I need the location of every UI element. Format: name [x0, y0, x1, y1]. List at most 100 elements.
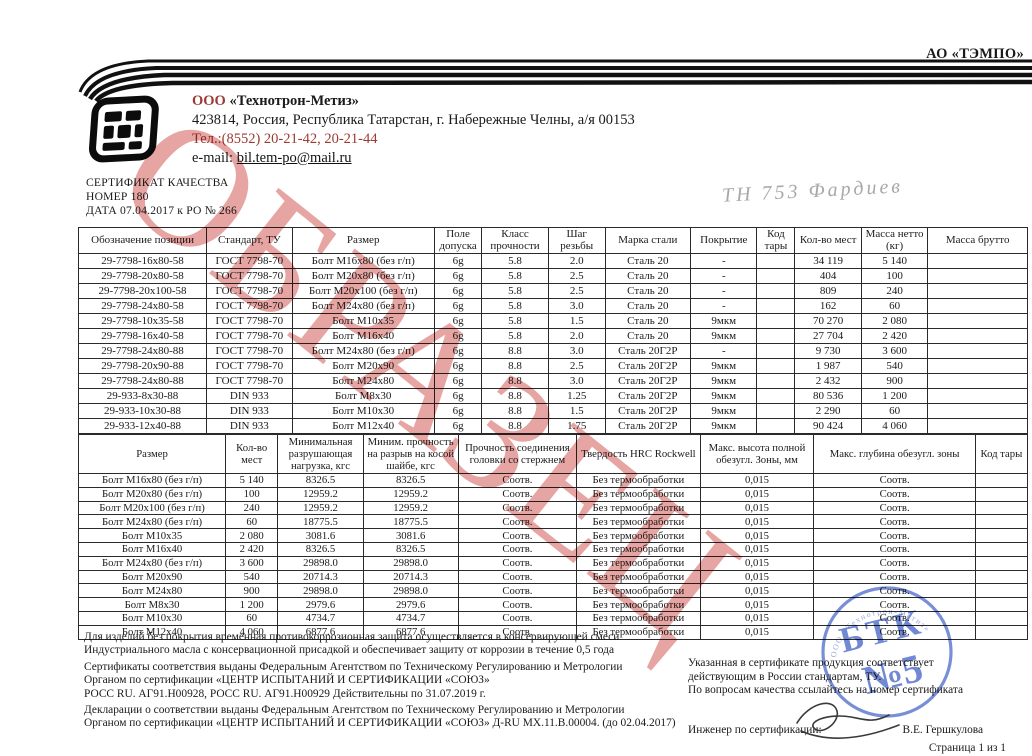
table-cell: 9мкм — [690, 372, 758, 389]
table-row: Болт М20х100 (без г/п) 240 12959.2 12959.2 С… — [77, 500, 1029, 516]
table-cell: DIN 933 — [206, 402, 293, 419]
table-cell: 29-7798-16x40-58 — [77, 327, 208, 344]
table-cell: 60 — [225, 610, 279, 626]
table-cell: 5.8 — [481, 252, 549, 269]
table-cell — [974, 500, 1029, 516]
table-cell: 29-7798-20x90-88 — [77, 357, 208, 374]
note-line: Для изделий без покрытия временная проти… — [84, 631, 620, 643]
table-row: Болт М20х90 540 20714.3 20714.3 Соотв. Без те… — [77, 569, 1029, 585]
email-link[interactable]: bil.tem-po@mail.ru — [236, 150, 352, 166]
table-cell: 162 — [794, 297, 862, 314]
page-number: Страница 1 из 1 — [928, 742, 1006, 755]
table-cell: 2.0 — [547, 327, 606, 344]
table-cell: Сталь 20Г2Р — [604, 372, 692, 389]
table-cell: Болт М10х30 — [291, 402, 435, 419]
table-cell: 6g — [433, 387, 483, 404]
engineer-signature-line: Инженер по сертификации: В.Е. Гершкулова — [688, 724, 1010, 738]
table-cell — [927, 282, 1028, 299]
table-cell: 0,015 — [699, 486, 815, 502]
company-email-line: e-mail: bil.tem-po@mail.ru — [192, 149, 635, 168]
table-cell: 8.8 — [481, 417, 549, 434]
table-cell — [974, 486, 1029, 502]
table-cell: 6g — [433, 267, 483, 284]
table-cell: Сталь 20Г2Р — [604, 402, 692, 419]
table-cell: 29-933-8x30-88 — [77, 387, 208, 404]
table-cell: 3081.6 — [362, 528, 459, 543]
table-cell: Без термообработки — [576, 500, 701, 516]
letterhead-lines — [78, 59, 1032, 102]
table-cell — [927, 267, 1028, 284]
handwritten-note: ТН 753 Фардиев — [721, 175, 904, 207]
table-cell: Сталь 20 — [604, 282, 692, 299]
engineer-label: Инженер по сертификации: — [688, 723, 822, 736]
table-cell: 8.8 — [481, 372, 549, 389]
table-row: Болт М24х80 (без г/п) 60 18775.5 18775.5 Соо… — [77, 514, 1029, 530]
table-cell: Болт М24х80 — [77, 583, 227, 599]
table-cell: 2.5 — [547, 357, 606, 374]
table-cell: 9мкм — [690, 312, 758, 329]
table-cell: 1.5 — [547, 402, 606, 419]
table-cell: 0,015 — [699, 569, 815, 585]
table-cell: 0,015 — [699, 555, 815, 571]
table-cell — [756, 417, 796, 434]
table-cell: 0,015 — [699, 500, 815, 516]
table-cell: 0,015 — [699, 610, 815, 626]
table-cell: Соотв. — [813, 514, 976, 530]
table-cell: 809 — [794, 282, 862, 299]
table-cell: Соотв. — [457, 610, 578, 626]
certificate-date: ДАТА 07.04.2017 к РО № 266 — [86, 204, 238, 217]
table-cell: 29-7798-20x100-58 — [77, 282, 208, 299]
table-cell: Без термообработки — [576, 597, 701, 612]
table-cell: 9мкм — [690, 327, 758, 344]
table-cell: 12959.2 — [277, 486, 364, 502]
table-cell — [927, 312, 1028, 329]
table-cell: Соотв. — [813, 528, 976, 543]
table-cell: Болт М20х90 — [77, 569, 227, 585]
table-cell: 4 060 — [860, 417, 929, 434]
table-row: 29-7798-24x80-88 ГОСТ 7798-70 Болт М24х80 … — [77, 342, 1028, 359]
table-cell: 2.5 — [547, 282, 606, 299]
table-cell: 3081.6 — [277, 528, 364, 543]
table-cell: 2979.6 — [362, 597, 459, 612]
company-name: ООО «Технотрон-Метиз» — [192, 92, 635, 111]
table-row: 29-7798-24x80-88 ГОСТ 7798-70 Болт М24х80 6… — [77, 372, 1028, 389]
table-cell: Болт М8х30 — [77, 597, 227, 612]
table-cell: 5.8 — [481, 267, 549, 284]
table-cell: Сталь 20Г2Р — [604, 417, 692, 434]
table-cell — [927, 417, 1028, 434]
table-cell: ГОСТ 7798-70 — [206, 312, 293, 329]
table-cell: Соотв. — [457, 528, 578, 543]
table-cell: Болт М24х80 (без г/п) — [291, 297, 435, 314]
company-address: 423814, Россия, Республика Татарстан, г.… — [192, 112, 635, 128]
table-cell: Болт М20х80 (без г/п) — [291, 267, 435, 284]
table-cell: Соотв. — [457, 486, 578, 502]
table-cell: 3 600 — [860, 342, 929, 359]
table-cell: - — [690, 342, 758, 359]
note-line: Органом по сертификации «ЦЕНТР ИСПЫТАНИЙ… — [84, 674, 490, 687]
table-cell: Болт М24х80 (без г/п) — [291, 342, 435, 359]
table-cell: Сталь 20 — [604, 312, 692, 329]
table-cell: 60 — [225, 514, 279, 530]
table-cell: 2.0 — [547, 252, 606, 269]
table-cell: Болт М16х80 (без г/п) — [291, 252, 435, 269]
table-cell: 18775.5 — [362, 514, 459, 530]
signature-icon — [796, 702, 900, 739]
table-cell: 1.5 — [547, 312, 606, 329]
table-cell: Сталь 20 — [604, 327, 692, 344]
table-cell: Болт М20х100 (без г/п) — [77, 500, 227, 516]
table-cell: 8.8 — [481, 387, 549, 404]
table-row: 29-7798-20x90-88 ГОСТ 7798-70 Болт М20х90 6… — [77, 357, 1028, 374]
table-cell: 9 730 — [794, 342, 862, 359]
table-cell: 0,015 — [699, 541, 815, 557]
table-cell: Без термообработки — [576, 528, 701, 543]
table-cell: 1 200 — [860, 387, 929, 404]
column-header: Масса нетто (кг) — [860, 227, 929, 254]
table-cell: 2 420 — [225, 541, 279, 557]
table-cell: 2 080 — [225, 528, 279, 543]
table-cell: 29-933-12x40-88 — [77, 417, 208, 434]
table-cell: 3.0 — [547, 342, 606, 359]
table-row: 29-7798-20x100-58 ГОСТ 7798-70 Болт М20х10… — [77, 282, 1028, 299]
table-cell — [927, 357, 1028, 374]
table-cell: 29-933-10x30-88 — [77, 402, 208, 419]
table-cell: Соотв. — [813, 473, 976, 488]
